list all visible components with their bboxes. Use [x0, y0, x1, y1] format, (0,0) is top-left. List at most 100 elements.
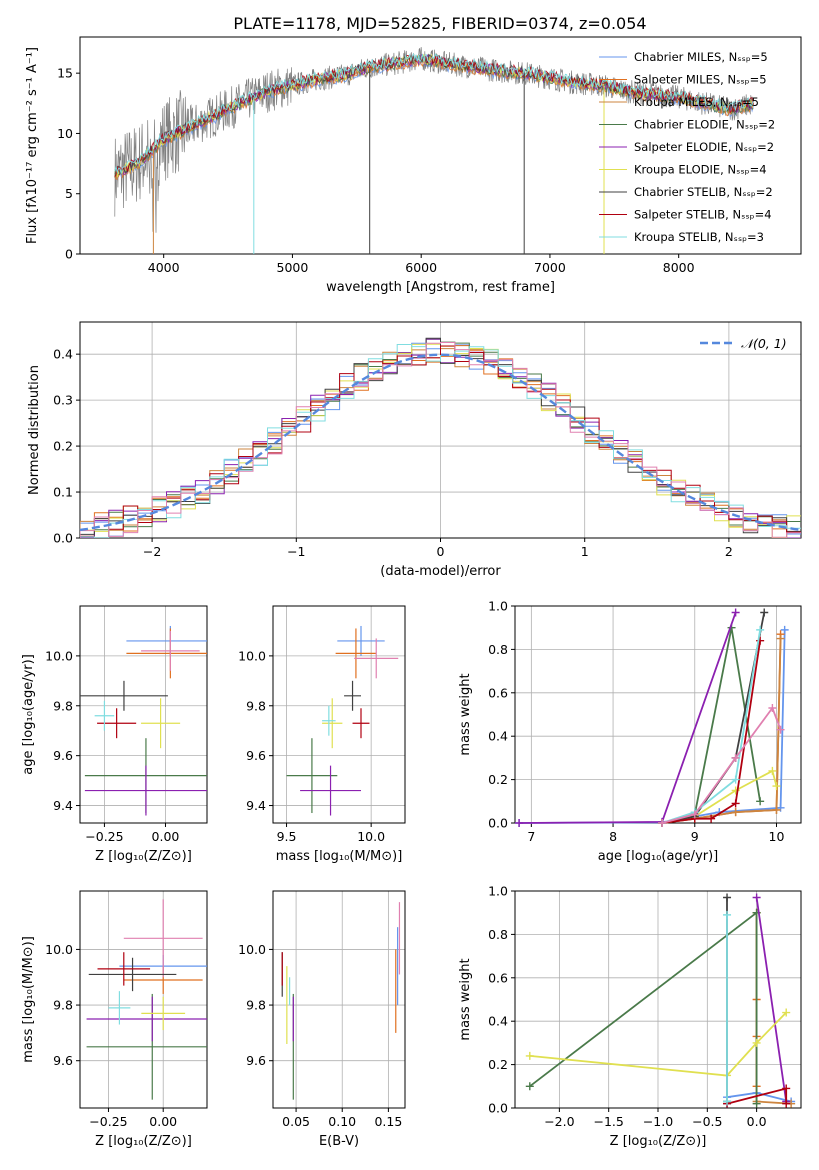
y-tick-label: 0.8 [488, 927, 508, 942]
x-tick-label: 2 [725, 544, 733, 559]
error-bar-point [80, 680, 168, 711]
error-bar-point [141, 698, 181, 749]
legend-entry: Salpeter ELODIE, Nₛₛₚ=2 [634, 140, 774, 154]
series-marker [768, 703, 777, 712]
y-tick-label: 9.8 [246, 998, 266, 1013]
series-marker [752, 1099, 761, 1108]
age_vs_Z-frame [79, 605, 208, 824]
x-tick-label: 9.5 [277, 829, 297, 844]
series-marker [780, 625, 789, 634]
y-tick-label: 0.2 [488, 1057, 508, 1072]
age_vs_mass-frame [272, 605, 406, 824]
x-tick-label: −1 [287, 544, 305, 559]
error-bar-point [141, 996, 186, 1031]
y-tick-label: 0.2 [53, 439, 73, 454]
legend-entry: Chabrier ELODIE, Nₛₛₚ=2 [634, 118, 775, 132]
x-axis-label: Z [log₁₀(Z/Z⊙)] [95, 849, 192, 864]
y-tick-label: 10.0 [45, 648, 73, 663]
error-bar-point [86, 996, 207, 1042]
x-axis-label: E(B-V) [319, 1134, 359, 1149]
x-tick-label: 6000 [405, 260, 437, 275]
age_vs_mass-axes: 9.5 10.0 9.4 9.6 9.8 10.0 mass [log₁₀(M/M⊙)] [238, 605, 406, 864]
series-marker [690, 810, 699, 819]
error-bar-point [108, 991, 131, 1025]
mass-weight-series [755, 912, 792, 1105]
legend-entry: Chabrier MILES, Nₛₛₚ=5 [634, 50, 768, 64]
spectrum-frame [79, 36, 802, 255]
series-marker [782, 1099, 791, 1108]
age_vs_Z-axes: −0.25 0.00 9.4 9.6 9.8 10.0 Z [log₁₀(Z/Z⊙)] age… [21, 605, 208, 864]
error-bar-point [354, 638, 399, 679]
residuals-axes: −2 −1 0 1 2 0.0 0.1 0.2 0.3 0.4 (data-model)/error… [27, 321, 802, 579]
x-axis-label: age [log₁₀(age/yr)] [598, 849, 719, 864]
y-axis-label: mass [log₁₀(M/M⊙)] [21, 936, 36, 1063]
mass_vs_ebv-frame [272, 890, 406, 1109]
legend-entry: Chabrier STELIB, Nₛₛₚ=2 [634, 185, 773, 199]
y-tick-label: 9.8 [53, 998, 73, 1013]
series-marker [723, 1097, 732, 1106]
mass-weight-series [519, 612, 737, 824]
error-bar-point [344, 680, 361, 711]
x-tick-label: −2.0 [544, 1114, 574, 1129]
x-tick-label: 10 [769, 829, 785, 844]
x-tick-label: 0 [437, 544, 445, 559]
y-tick-label: 10.0 [238, 942, 266, 957]
figure-title: PLATE=1178, MJD=52825, FIBERID=0374, z=0… [233, 14, 646, 33]
series-marker [525, 1082, 534, 1091]
x-tick-label: 7 [527, 829, 535, 844]
error-bar-point [88, 957, 177, 992]
y-tick-label: 10.0 [45, 942, 73, 957]
series-marker [707, 814, 716, 823]
mass-weight-series [661, 638, 782, 824]
y-tick-label: 0.0 [53, 531, 73, 546]
gaussian-reference-curve [79, 353, 802, 532]
mass_vs_ebv-axes: 0.05 0.10 0.15 9.6 9.8 10.0 E(B-V) [238, 890, 406, 1149]
y-tick-label: 1.0 [488, 884, 508, 899]
x-tick-label: −0.25 [85, 829, 123, 844]
series-marker [525, 1051, 534, 1060]
y-tick-label: 9.6 [53, 748, 73, 763]
error-bar-point [322, 705, 336, 736]
series-marker [731, 753, 740, 762]
series-marker [772, 805, 781, 814]
x-tick-label: −0.25 [89, 1114, 127, 1129]
y-tick-label: 9.6 [246, 748, 266, 763]
x-tick-label: 4000 [148, 260, 180, 275]
x-tick-label: −0.5 [692, 1114, 722, 1129]
y-tick-label: 10 [57, 126, 73, 141]
mass-weight-series [661, 634, 782, 824]
legend-entry: Salpeter STELIB, Nₛₛₚ=4 [634, 208, 772, 222]
x-tick-label: 10.0 [357, 829, 385, 844]
series-marker [760, 608, 769, 617]
mass-weight-series [529, 1011, 787, 1077]
legend-entry: Salpeter MILES, Nₛₛₚ=5 [634, 73, 767, 87]
legend-entry: 𝒩(0, 1) [741, 336, 787, 351]
series-marker [776, 634, 785, 643]
y-tick-label: 10.0 [238, 648, 266, 663]
series-marker [752, 893, 761, 902]
legend-entry: Kroupa ELODIE, Nₛₛₚ=4 [634, 163, 767, 177]
x-tick-label: −1.0 [643, 1114, 673, 1129]
y-axis-label: age [log₁₀(age/yr)] [21, 654, 36, 775]
x-axis-label: Z [log₁₀(Z/Z⊙)] [610, 1134, 707, 1149]
series-marker [731, 799, 740, 808]
x-tick-label: 1 [581, 544, 589, 559]
x-tick-label: −2 [143, 544, 161, 559]
x-tick-label: 9 [691, 829, 699, 844]
x-tick-label: 5000 [277, 260, 309, 275]
x-tick-label: 0.00 [149, 1114, 177, 1129]
y-tick-label: 0.8 [488, 642, 508, 657]
y-tick-label: 0.3 [53, 393, 73, 408]
error-bar-point [352, 708, 370, 739]
error-bar-point [141, 630, 200, 671]
y-axis-label: mass weight [458, 958, 473, 1040]
x-axis-label: wavelength [Angstrom, rest frame] [326, 280, 555, 295]
y-tick-label: 0.6 [488, 970, 508, 985]
y-tick-label: 0.4 [488, 1014, 508, 1029]
series-marker [731, 808, 740, 817]
series-marker [723, 893, 732, 902]
series-marker [731, 775, 740, 784]
mass-weight-series [661, 629, 761, 824]
legend-entry: Kroupa STELIB, Nₛₛₚ=3 [634, 230, 764, 244]
